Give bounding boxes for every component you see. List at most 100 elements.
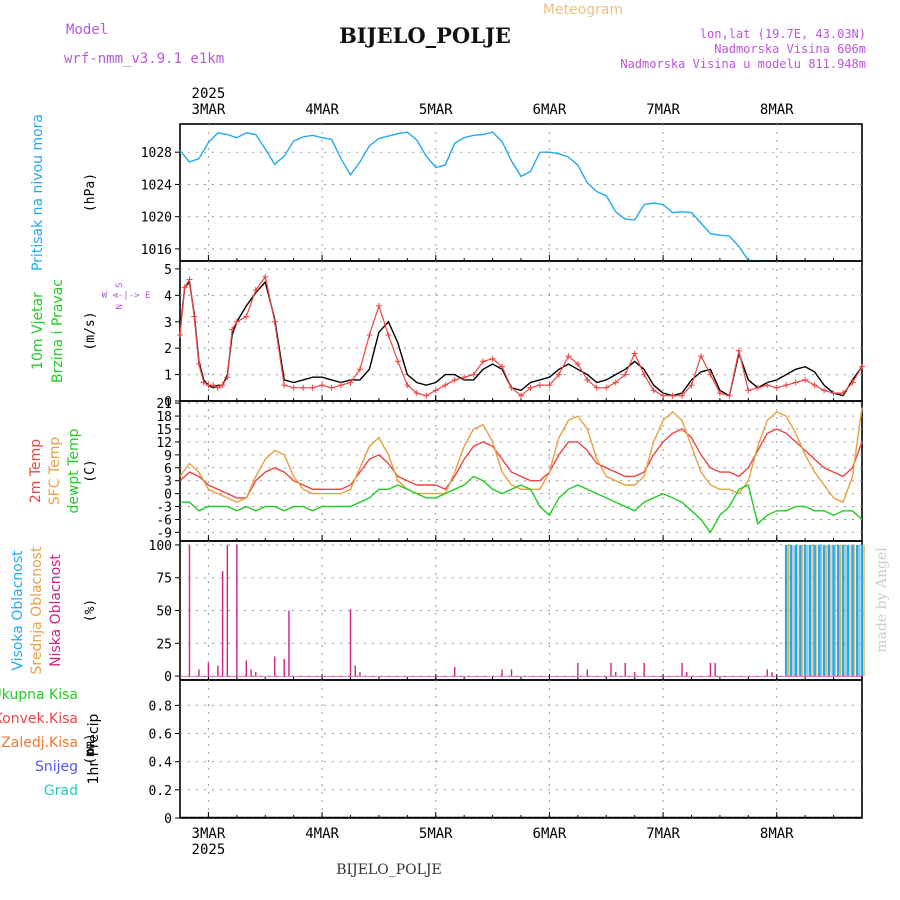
gust-marker <box>555 371 562 378</box>
y-tick-label: 1020 <box>141 211 172 226</box>
lonlat-info: lon,lat (19.7E, 43.03N) <box>700 27 866 41</box>
y-tick-label: 21 <box>156 397 172 412</box>
unit-label: (hPa) <box>83 173 98 212</box>
station-title: BIJELO_POLJE <box>339 23 511 48</box>
altitude-info: Nadmorska Visina 606m <box>714 42 866 56</box>
gust-marker <box>508 384 515 391</box>
panel-precip: 0 0.2 0.4 0.6 0.8 (mm) Ukupna Kisa Konvek.Kisa Z… <box>0 679 863 827</box>
top-day-label: 4MAR <box>305 102 339 118</box>
gust-marker <box>773 384 780 391</box>
gust-marker <box>290 384 297 391</box>
temp-axis-label: SFC Temp <box>47 437 63 506</box>
gust-marker <box>442 382 449 389</box>
temp-axis-label: 2m Temp <box>28 439 44 503</box>
gust-marker <box>394 358 401 365</box>
unit-label: (m/s) <box>83 311 98 350</box>
precip-legend-item: Ukupna Kisa <box>0 687 78 703</box>
gust-marker <box>641 371 648 378</box>
series-line-dewpt-temp <box>180 475 863 534</box>
y-tick-label: 100 <box>149 539 172 554</box>
wind-axis-label: 10m Vjetar <box>30 292 46 370</box>
gust-marker <box>622 371 629 378</box>
y-tick-label: 18 <box>156 410 172 425</box>
series-line-sfc-temp <box>179 407 863 504</box>
gust-marker <box>536 382 543 389</box>
gust-marker <box>281 382 288 389</box>
y-tick-label: 50 <box>156 605 172 620</box>
y-tick-label: -9 <box>156 526 172 541</box>
gust-marker <box>489 355 496 362</box>
gust-marker <box>688 382 695 389</box>
gust-marker <box>735 347 742 354</box>
temp-axis-label: dewpt Temp <box>66 428 82 513</box>
bottom-day-label: 8MAR <box>760 826 794 842</box>
top-year-label: 2025 <box>192 86 226 102</box>
bottom-year-label: 2025 <box>192 842 226 858</box>
y-tick-label: 0 <box>164 488 172 503</box>
gust-marker <box>404 382 411 389</box>
gust-marker <box>243 313 250 320</box>
top-day-label: 8MAR <box>760 102 794 118</box>
gust-marker <box>830 390 837 397</box>
gust-marker <box>233 318 240 325</box>
gust-marker <box>859 363 865 370</box>
gust-marker <box>366 331 373 338</box>
cloud-axis-label: Visoka Oblacnost <box>10 550 26 671</box>
credit-text: made by Angel <box>874 547 890 653</box>
y-tick-label: 25 <box>156 637 172 652</box>
gust-marker <box>461 374 468 381</box>
gust-marker <box>470 371 477 378</box>
gust-marker <box>186 276 193 283</box>
gust-marker <box>593 384 600 391</box>
gust-marker <box>716 390 723 397</box>
bottom-day-label: 5MAR <box>419 826 453 842</box>
gust-marker <box>745 387 752 394</box>
gust-marker <box>224 374 231 381</box>
gust-marker <box>210 382 217 389</box>
cloud-axis-label: Niska Oblacnost <box>48 554 64 667</box>
bottom-day-label: 3MAR <box>192 826 226 842</box>
gust-marker <box>603 384 610 391</box>
unit-label: (mm) <box>83 733 98 764</box>
gust-marker <box>669 392 676 399</box>
gust-marker <box>821 387 828 394</box>
gust-marker <box>679 392 686 399</box>
gust-marker <box>219 382 226 389</box>
y-tick-label: 0.2 <box>149 784 172 799</box>
y-tick-label: 3 <box>164 475 172 490</box>
gust-marker <box>546 382 553 389</box>
y-tick-label: -3 <box>156 501 172 516</box>
precip-legend-item: Snijeg <box>35 759 78 775</box>
gust-marker <box>802 376 809 383</box>
y-tick-label: 0 <box>164 670 172 685</box>
gust-marker <box>309 384 316 391</box>
unit-label: (C) <box>83 459 98 482</box>
unit-label: (%) <box>83 599 98 622</box>
y-tick-label: 12 <box>156 436 172 451</box>
gust-marker <box>650 387 657 394</box>
gust-marker <box>229 326 236 333</box>
y-tick-label: 0 <box>164 812 172 827</box>
gust-marker <box>300 384 307 391</box>
y-tick-label: 3 <box>164 316 172 331</box>
top-day-label: 6MAR <box>533 102 567 118</box>
gust-marker <box>631 350 638 357</box>
series-line-gust <box>179 275 863 397</box>
bottom-day-label: 4MAR <box>305 826 339 842</box>
gust-marker <box>849 379 856 386</box>
gust-marker <box>451 376 458 383</box>
y-tick-label: 15 <box>156 423 172 438</box>
gust-marker <box>413 390 420 397</box>
gust-marker <box>499 363 506 370</box>
gust-marker <box>338 382 345 389</box>
gust-marker <box>262 273 269 280</box>
y-tick-label: 1028 <box>141 146 172 161</box>
gust-marker <box>574 361 581 368</box>
panel-frame <box>179 540 863 681</box>
gust-marker <box>565 353 572 360</box>
gust-marker <box>319 382 326 389</box>
bottom-day-label: 6MAR <box>533 826 567 842</box>
